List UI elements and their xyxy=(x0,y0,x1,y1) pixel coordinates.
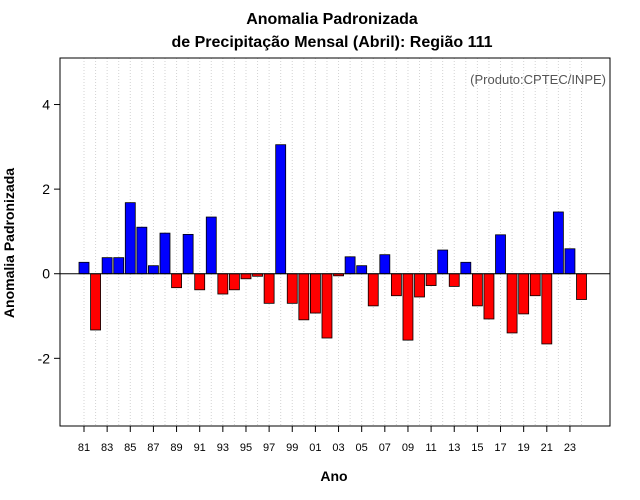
bar-2011 xyxy=(425,273,437,286)
y-axis: -2 0 2 4 xyxy=(38,97,60,366)
bar-1983 xyxy=(101,257,113,275)
bar-1994 xyxy=(229,273,240,291)
y-tick-label: -2 xyxy=(38,350,51,366)
bar-1998 xyxy=(275,144,287,275)
bar-1990 xyxy=(182,233,194,275)
bar-2001 xyxy=(309,273,321,314)
x-axis: 81 83 85 87 89 91 93 95 97 99 01 03 05 07 09 11 13 15 17 19… xyxy=(78,426,576,454)
bar-1982 xyxy=(90,273,101,331)
x-tick-label: 13 xyxy=(448,442,460,454)
credit-label: (Produto:CPTEC/INPE) xyxy=(470,72,606,87)
bar-2013 xyxy=(448,273,460,287)
x-tick-label: 11 xyxy=(425,442,436,454)
x-tick-label: 17 xyxy=(494,442,506,454)
bar-series xyxy=(78,144,587,345)
bar-1981 xyxy=(78,261,90,275)
bar-2021 xyxy=(541,273,553,345)
bar-2022 xyxy=(552,211,564,275)
bar-2005 xyxy=(356,265,368,275)
bar-2016 xyxy=(483,273,495,320)
bar-2002 xyxy=(321,273,333,339)
x-tick-label: 85 xyxy=(124,442,136,454)
plot-frame xyxy=(59,57,611,427)
x-tick-label: 91 xyxy=(194,442,206,454)
bar-2004 xyxy=(344,256,356,275)
bar-1989 xyxy=(171,273,182,289)
bar-1986 xyxy=(136,226,148,275)
bar-1999 xyxy=(286,273,298,304)
x-tick-label: 97 xyxy=(263,442,275,454)
x-tick-label: 89 xyxy=(170,442,182,454)
x-tick-label: 19 xyxy=(518,442,530,454)
bar-2009 xyxy=(402,273,414,341)
x-tick-label: 21 xyxy=(541,442,553,454)
bar-2019 xyxy=(518,273,530,315)
x-tick-label: 15 xyxy=(471,442,483,454)
x-tick-label: 09 xyxy=(402,442,414,454)
x-tick-label: 23 xyxy=(564,442,576,454)
bar-2020 xyxy=(529,273,541,297)
y-tick-label: 4 xyxy=(42,97,50,113)
bar-2017 xyxy=(495,234,506,275)
x-tick-label: 95 xyxy=(240,442,252,454)
bar-2008 xyxy=(390,273,402,297)
x-tick-label: 81 xyxy=(78,442,90,454)
x-tick-label: 93 xyxy=(217,442,229,454)
bar-1993 xyxy=(217,273,229,295)
bar-2023 xyxy=(564,248,576,275)
bar-2000 xyxy=(298,273,310,321)
x-tick-label: 07 xyxy=(379,442,391,454)
bar-2014 xyxy=(460,261,472,275)
bar-2018 xyxy=(506,273,518,334)
x-tick-label: 83 xyxy=(101,442,113,454)
x-tick-label: 99 xyxy=(286,442,298,454)
x-axis-title: Ano xyxy=(320,468,347,484)
bar-1984 xyxy=(113,257,125,275)
x-tick-label: 01 xyxy=(309,442,321,454)
y-axis-title: Anomalia Padronizada xyxy=(1,168,17,318)
x-tick-label: 87 xyxy=(147,442,159,454)
bar-2012 xyxy=(437,249,449,275)
bar-1991 xyxy=(194,273,206,291)
bar-2006 xyxy=(367,273,379,307)
bar-1997 xyxy=(263,273,275,304)
bar-2010 xyxy=(414,273,425,298)
y-tick-label: 0 xyxy=(42,266,50,282)
chart-subtitle: de Precipitação Mensal (Abril): Região 1… xyxy=(172,34,493,51)
chart-title: Anomalia Padronizada xyxy=(246,11,418,28)
x-tick-label: 05 xyxy=(356,442,368,454)
bar-2015 xyxy=(471,273,483,307)
x-tick-label: 03 xyxy=(332,442,344,454)
bar-1985 xyxy=(124,202,136,275)
bar-2007 xyxy=(379,254,391,275)
bar-1995 xyxy=(240,273,252,280)
bar-1987 xyxy=(148,265,159,275)
bar-1992 xyxy=(205,216,217,275)
bar-1988 xyxy=(159,232,171,275)
y-tick-label: 2 xyxy=(42,181,50,197)
bar-2024 xyxy=(576,273,587,300)
grid-lines xyxy=(83,58,583,426)
